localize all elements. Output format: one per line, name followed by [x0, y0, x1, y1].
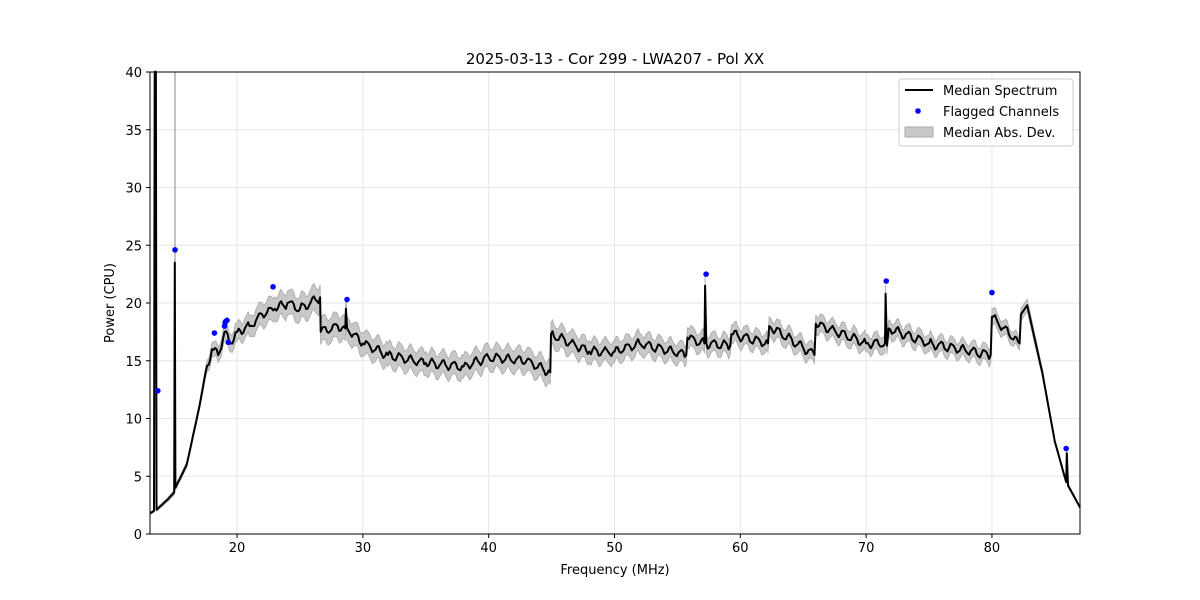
flagged-channel-point: [225, 339, 232, 346]
legend-box: [898, 78, 1074, 147]
chart-title: 2025-03-13 - Cor 299 - LWA207 - Pol XX: [466, 50, 764, 68]
legend: Median Spectrum Flagged Channels Median …: [898, 78, 1074, 147]
x-tick-label: 70: [858, 541, 875, 556]
flagged-channel-point: [270, 284, 276, 290]
legend-median-abs-dev: Median Abs. Dev.: [943, 126, 1055, 141]
x-tick-label: 30: [355, 541, 372, 556]
flagged-channel-point: [155, 387, 161, 394]
y-tick-label: 0: [134, 528, 142, 543]
legend-flagged-channels: Flagged Channels: [943, 105, 1059, 120]
y-tick-label: 10: [125, 413, 142, 428]
flagged-channel-point: [703, 271, 709, 277]
x-tick-label: 60: [732, 541, 749, 556]
y-tick-label: 40: [125, 66, 142, 81]
ticks: 20 30 40 50 60 70 80 0 5 10 15 20 25 30 35 40: [125, 66, 1000, 556]
x-tick-label: 20: [229, 541, 246, 556]
x-tick-label: 40: [480, 541, 497, 556]
y-tick-label: 5: [134, 470, 142, 485]
median-spectrum-line: [149, 71, 1081, 515]
legend-median-spectrum: Median Spectrum: [943, 84, 1057, 99]
flagged-channel-point: [989, 289, 995, 296]
flagged-channel-point: [224, 317, 230, 324]
y-axis-label: Power (CPU): [103, 263, 118, 343]
y-tick-label: 30: [125, 182, 142, 197]
y-tick-label: 25: [125, 239, 142, 254]
legend-dot-swatch: [915, 108, 921, 114]
x-tick-label: 50: [606, 541, 623, 556]
flagged-channel-point: [211, 330, 218, 336]
flagged-channel-point: [1063, 445, 1069, 452]
flagged-channel-point: [344, 296, 350, 303]
y-tick-label: 15: [125, 355, 142, 370]
flagged-channel-point: [883, 278, 890, 284]
x-axis-label: Frequency (MHz): [560, 563, 669, 578]
y-tick-label: 35: [125, 124, 142, 139]
x-tick-label: 80: [984, 541, 1001, 556]
legend-band-swatch: [904, 126, 934, 138]
y-tick-label: 20: [125, 297, 142, 312]
flagged-channel-point: [172, 247, 178, 253]
